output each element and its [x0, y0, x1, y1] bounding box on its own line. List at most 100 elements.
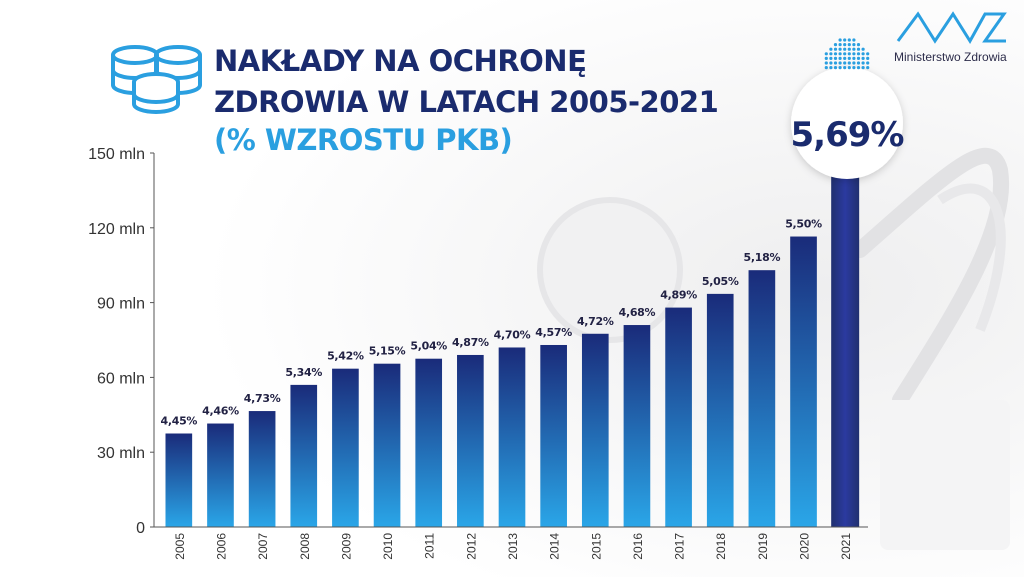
house-dot: [838, 66, 842, 70]
house-dot: [824, 61, 828, 65]
y-tick-label: 30 mln: [97, 445, 145, 462]
house-dot: [861, 66, 865, 70]
x-tick-label-2015: 2015: [589, 533, 603, 560]
house-dot: [852, 61, 856, 65]
data-label-2017: 4,89%: [660, 289, 697, 302]
data-label-2011: 5,04%: [410, 340, 447, 353]
house-dot: [843, 43, 847, 47]
house-dot: [847, 38, 851, 42]
x-tick-label-2007: 2007: [256, 533, 270, 560]
x-tick-label-2009: 2009: [339, 533, 353, 560]
house-dot: [833, 61, 838, 65]
dotted-house-icon: [824, 38, 870, 70]
bar-2012: [457, 354, 484, 527]
house-dot: [829, 52, 833, 56]
house-dot: [843, 56, 847, 61]
x-tick-label-2012: 2012: [464, 533, 478, 560]
house-dot: [838, 43, 842, 47]
y-axis-ticks: 0 30 mln 60 mln 90 mln 120 mln 150 mln: [88, 146, 154, 537]
bar-2018: [706, 293, 734, 527]
bar-2013: [498, 347, 526, 527]
house-dot: [838, 52, 842, 56]
data-label-2019: 5,18%: [744, 251, 781, 264]
house-dot: [833, 47, 838, 51]
house-dot: [847, 61, 851, 65]
y-tick-label: 150 mln: [88, 146, 145, 163]
house-dot: [833, 52, 838, 56]
data-label-2010: 5,15%: [369, 345, 406, 358]
x-tick-label-2020: 2020: [798, 533, 812, 560]
bar-2005: [165, 433, 193, 527]
house-dot: [847, 43, 851, 47]
data-label-2018: 5,05%: [702, 275, 739, 288]
house-dot: [843, 52, 847, 56]
house-dot: [852, 52, 856, 56]
data-label-2014: 4,57%: [535, 326, 572, 339]
house-dot: [847, 52, 851, 56]
highlight-value-label: 5,69%: [791, 115, 904, 155]
data-label-2013: 4,70%: [494, 328, 531, 341]
house-dot: [829, 47, 833, 51]
bar-2020: [790, 236, 817, 527]
house-dot: [852, 56, 856, 61]
house-dot: [829, 66, 833, 70]
data-label-2008: 5,34%: [285, 366, 322, 379]
house-dot: [856, 61, 861, 65]
bar-2011: [415, 358, 443, 527]
x-tick-label-2008: 2008: [298, 533, 312, 560]
data-label-2007: 4,73%: [244, 392, 281, 405]
house-dot: [866, 61, 870, 65]
bar-2014: [540, 344, 567, 527]
data-label-2009: 5,42%: [327, 350, 364, 363]
y-tick-label: 60 mln: [97, 370, 145, 387]
house-dot: [824, 56, 828, 61]
bar-series: [165, 172, 860, 528]
y-tick-label: 120 mln: [88, 221, 145, 238]
house-dot: [829, 61, 833, 65]
bar-2015: [581, 333, 609, 527]
house-dot: [852, 43, 856, 47]
house-dot: [833, 56, 838, 61]
x-tick-label-2005: 2005: [173, 533, 187, 560]
house-dot: [856, 56, 861, 61]
x-axis-tick-labels: 2005 2006 2007 2008 2009 2010 2011 2012 2013 2014…: [173, 533, 853, 560]
bar-2008: [290, 384, 318, 527]
house-dot: [838, 38, 842, 42]
y-tick-label: 90 mln: [97, 296, 145, 313]
ministry-logo-icon: [896, 11, 1007, 44]
house-dot: [847, 47, 851, 51]
data-label-2005: 4,45%: [160, 415, 197, 428]
house-dot: [856, 66, 861, 70]
x-tick-label-2006: 2006: [214, 533, 228, 560]
house-dot: [833, 66, 838, 70]
house-dot: [824, 66, 828, 70]
house-dot: [843, 61, 847, 65]
data-label-2012: 4,87%: [452, 336, 489, 349]
house-dot: [829, 56, 833, 61]
title-line-3: (% WZROSTU PKB): [214, 123, 513, 157]
bar-2017: [665, 307, 692, 527]
database-icon: [111, 45, 202, 114]
bar-2009: [332, 368, 359, 527]
x-tick-label-2021: 2021: [839, 533, 853, 560]
house-dot: [843, 38, 847, 42]
house-dot: [847, 66, 851, 70]
house-dot: [861, 52, 865, 56]
x-tick-label-2016: 2016: [631, 533, 645, 560]
data-label-2016: 4,68%: [619, 306, 656, 319]
house-dot: [852, 47, 856, 51]
bar-2010: [373, 363, 401, 527]
x-tick-label-2013: 2013: [506, 533, 520, 560]
house-dot: [843, 47, 847, 51]
bar-2019: [748, 270, 776, 527]
x-tick-label-2018: 2018: [714, 533, 728, 560]
house-dot: [866, 52, 870, 56]
x-tick-label-2017: 2017: [673, 533, 687, 560]
house-dot: [852, 38, 856, 42]
house-dot: [824, 52, 828, 56]
y-tick-label: 0: [136, 520, 145, 537]
x-tick-label-2010: 2010: [381, 533, 395, 560]
house-dot: [861, 61, 865, 65]
data-label-2020: 5,50%: [785, 218, 822, 231]
house-dot: [856, 47, 861, 51]
